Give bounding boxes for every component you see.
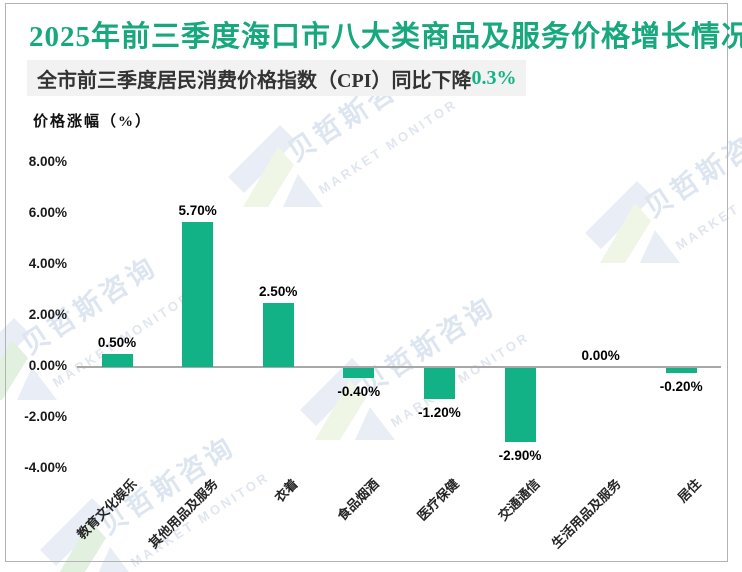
y-axis-tick-label: 4.00%	[28, 256, 67, 271]
data-label: -0.40%	[337, 384, 381, 400]
y-axis-tick-label: 6.00%	[28, 205, 67, 220]
category-label: 食品烟酒	[334, 476, 382, 524]
zero-axis-line	[77, 366, 721, 368]
category-label: 医疗保健	[414, 476, 463, 524]
data-label: 0.50%	[97, 335, 137, 351]
subtitle-highlight-value: 0.3%	[471, 66, 517, 89]
page-title: 2025年前三季度海口市八大类商品及服务价格增长情况	[29, 21, 742, 53]
y-axis-tick-label: 0.00%	[28, 358, 67, 373]
subtitle-text: 全市前三季度居民消费价格指数（CPI）同比下降	[37, 69, 472, 92]
y-axis-tick-label: 2.00%	[28, 307, 67, 322]
bar-2	[262, 303, 294, 367]
category-label: 生活用品及服务	[548, 476, 624, 552]
y-axis-tick-label: -4.00%	[24, 460, 67, 475]
category-label: 衣着	[271, 476, 301, 506]
category-label: 居住	[674, 476, 704, 506]
data-label: 0.00%	[581, 348, 620, 363]
data-label: -1.20%	[418, 404, 461, 420]
bar-0	[101, 354, 133, 367]
data-label: -0.20%	[659, 379, 703, 395]
bar-4	[423, 368, 455, 399]
bar-5	[504, 368, 536, 442]
data-label: 2.50%	[259, 284, 298, 300]
subtitle-banner: 全市前三季度居民消费价格指数（CPI）同比下降 0.3%	[27, 60, 527, 96]
bar-3	[343, 368, 375, 379]
y-axis-title: 价格涨幅（%）	[33, 114, 153, 130]
category-label: 其他用品及服务	[145, 476, 221, 552]
bar-1	[182, 221, 214, 367]
data-label: 5.70%	[178, 202, 217, 218]
y-axis-tick-label: -2.00%	[24, 409, 67, 424]
data-label: -2.90%	[498, 447, 542, 463]
category-label: 交通通信	[495, 476, 543, 524]
y-axis-tick-label: 8.00%	[28, 154, 67, 169]
bar-7	[665, 368, 697, 374]
category-label: 教育文化娱乐	[73, 476, 140, 542]
